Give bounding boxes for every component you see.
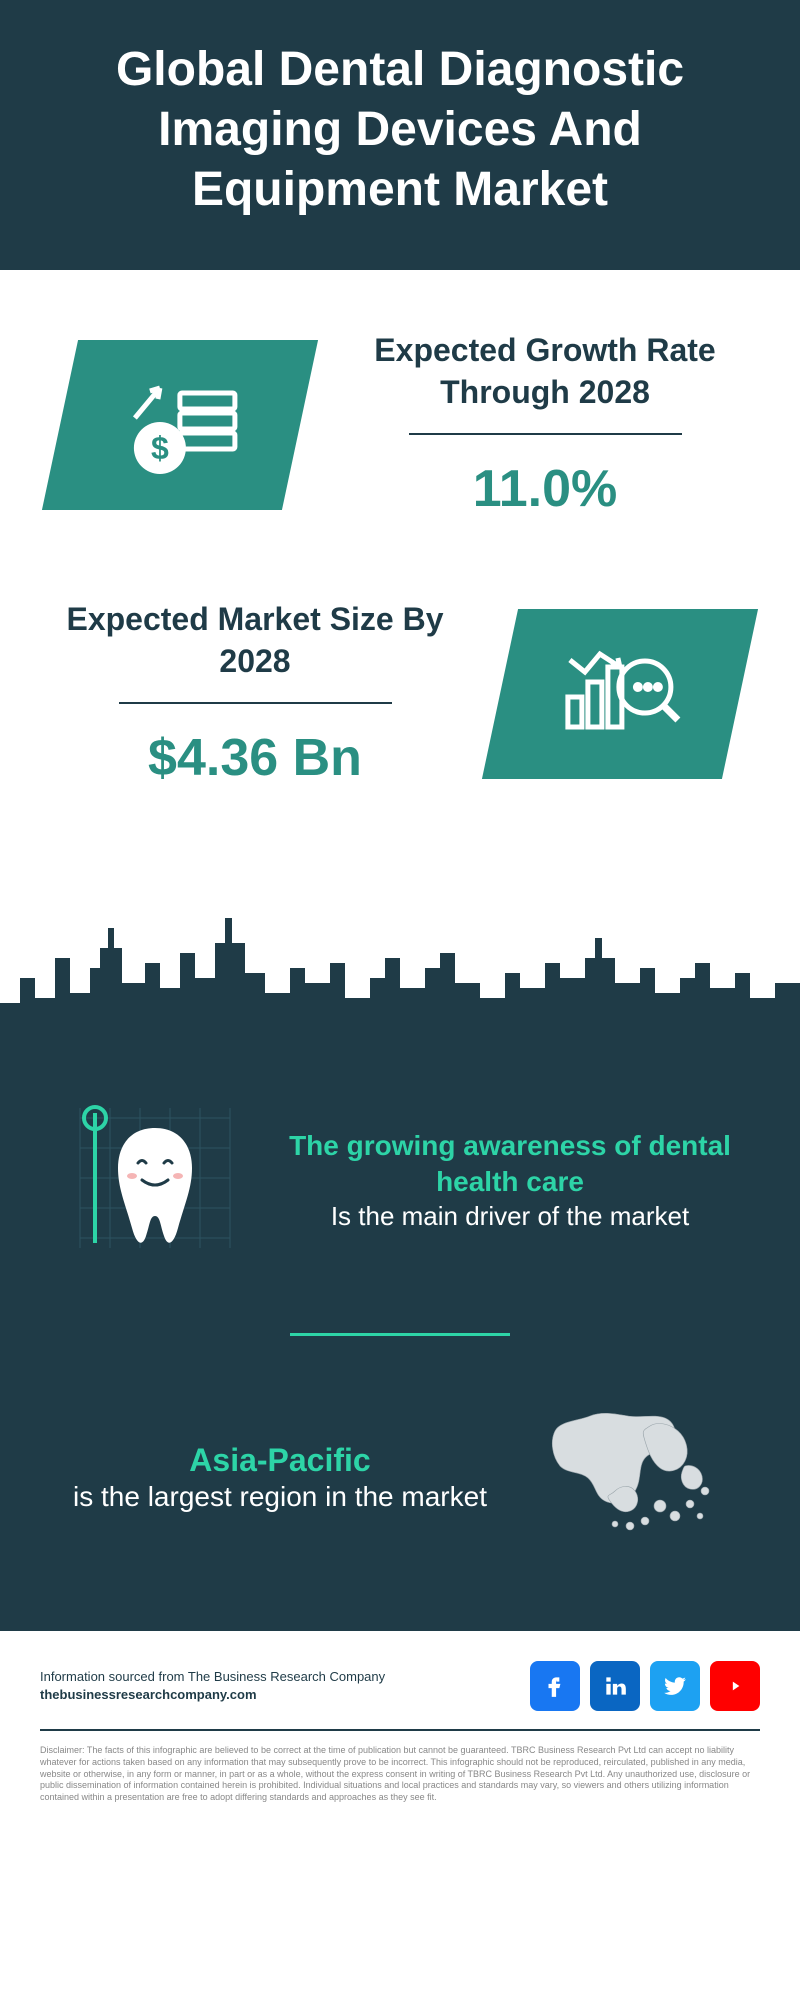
footer: Information sourced from The Business Re… <box>0 1631 800 1823</box>
facebook-icon[interactable] <box>530 1661 580 1711</box>
social-icons <box>530 1661 760 1711</box>
driver-text: The growing awareness of dental health c… <box>280 1128 740 1235</box>
chart-magnify-icon <box>550 631 690 756</box>
divider <box>409 433 682 435</box>
driver-sub: Is the main driver of the market <box>280 1200 740 1234</box>
divider <box>119 702 392 704</box>
money-growth-icon: $ <box>110 362 250 487</box>
growth-icon-panel: $ <box>42 340 318 510</box>
svg-text:$: $ <box>151 429 169 465</box>
header-banner: Global Dental Diagnostic Imaging Devices… <box>0 0 800 270</box>
asia-map-icon <box>540 1396 740 1561</box>
market-size-row: Expected Market Size By 2028 $4.36 Bn <box>60 599 740 788</box>
insights-section: The growing awareness of dental health c… <box>0 1048 800 1631</box>
market-size-label: Expected Market Size By 2028 <box>60 599 450 682</box>
driver-highlight: The growing awareness of dental health c… <box>280 1128 740 1201</box>
youtube-icon[interactable] <box>710 1661 760 1711</box>
page-title: Global Dental Diagnostic Imaging Devices… <box>60 40 740 220</box>
source-text: Information sourced from The Business Re… <box>40 1668 385 1704</box>
growth-rate-value: 11.0% <box>350 459 740 519</box>
market-size-text: Expected Market Size By 2028 $4.36 Bn <box>60 599 450 788</box>
region-text: Asia-Pacific is the largest region in th… <box>60 1442 500 1515</box>
market-size-value: $4.36 Bn <box>60 728 450 788</box>
region-row: Asia-Pacific is the largest region in th… <box>60 1396 740 1561</box>
growth-rate-label: Expected Growth Rate Through 2028 <box>350 330 740 413</box>
twitter-icon[interactable] <box>650 1661 700 1711</box>
linkedin-icon[interactable] <box>590 1661 640 1711</box>
footer-content: Information sourced from The Business Re… <box>40 1661 760 1731</box>
market-icon-panel <box>482 609 758 779</box>
stats-section: $ Expected Growth Rate Through 2028 11.0… <box>0 270 800 908</box>
region-highlight: Asia-Pacific <box>60 1442 500 1479</box>
tooth-icon <box>60 1088 240 1273</box>
disclaimer-text: Disclaimer: The facts of this infographi… <box>40 1745 760 1803</box>
section-divider <box>290 1333 510 1336</box>
source-line1: Information sourced from The Business Re… <box>40 1668 385 1686</box>
source-line2: thebusinessresearchcompany.com <box>40 1686 385 1704</box>
growth-rate-text: Expected Growth Rate Through 2028 11.0% <box>350 330 740 519</box>
skyline-silhouette <box>0 908 800 1048</box>
growth-rate-row: $ Expected Growth Rate Through 2028 11.0… <box>60 330 740 519</box>
region-sub: is the largest region in the market <box>60 1479 500 1515</box>
driver-row: The growing awareness of dental health c… <box>60 1088 740 1273</box>
